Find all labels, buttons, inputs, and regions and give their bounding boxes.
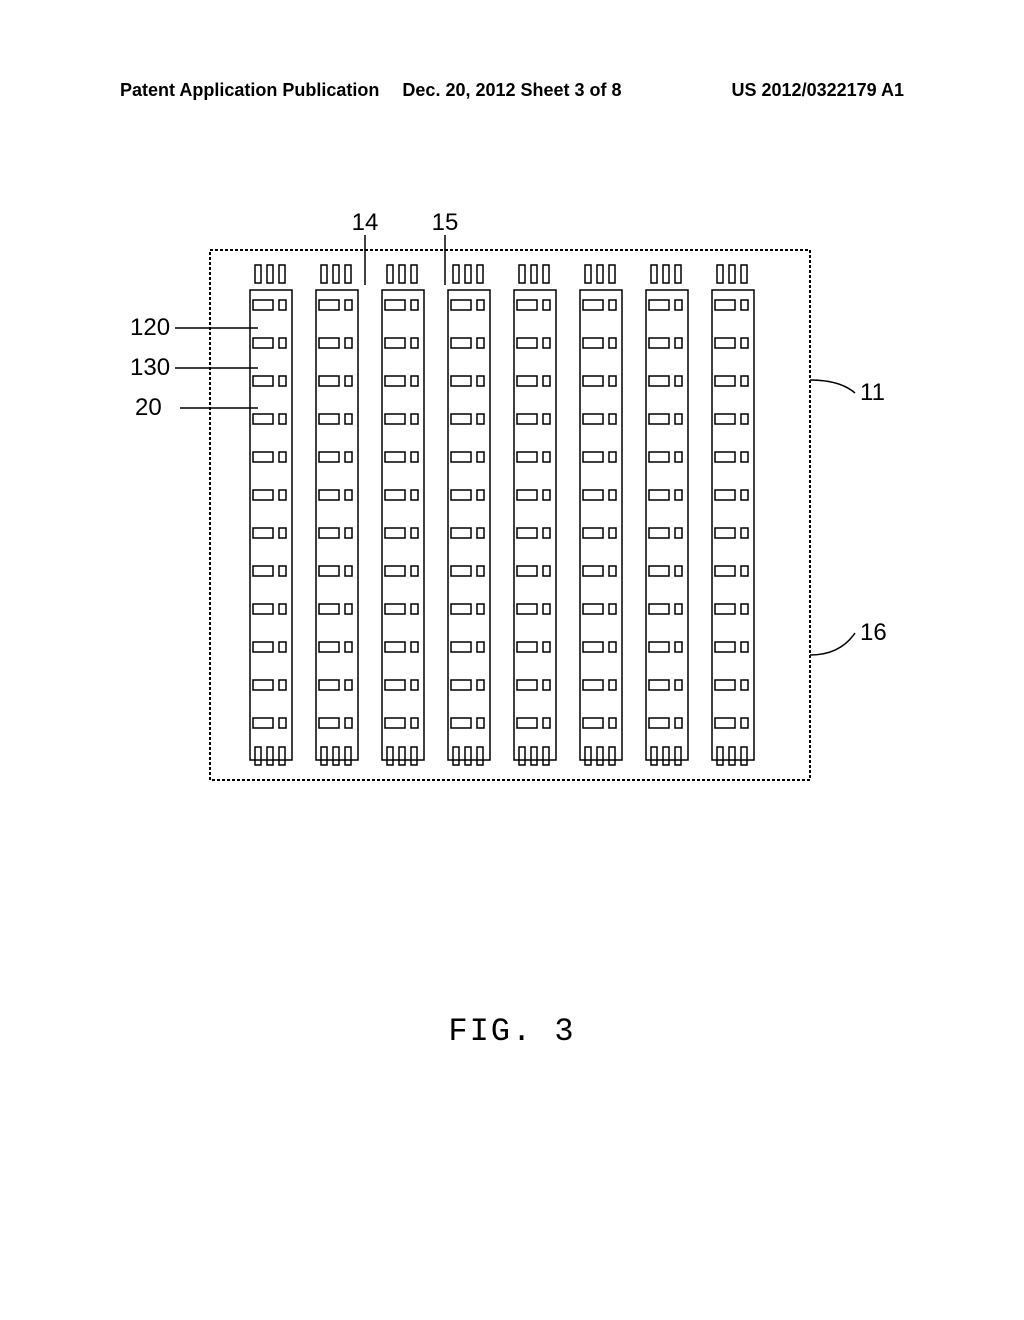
header-publication: Patent Application Publication (120, 80, 381, 101)
svg-text:130: 130 (130, 354, 170, 381)
header-date-sheet: Dec. 20, 2012 Sheet 3 of 8 (381, 80, 642, 101)
technical-diagram: 14 15 120 130 20 11 16 (110, 200, 910, 820)
figure-label: FIG. 3 (0, 1013, 1024, 1050)
svg-text:11: 11 (860, 379, 885, 406)
svg-text:15: 15 (432, 209, 459, 236)
svg-text:14: 14 (352, 209, 379, 236)
svg-text:16: 16 (860, 619, 887, 646)
svg-text:120: 120 (130, 314, 170, 341)
header-patent-number: US 2012/0322179 A1 (643, 80, 904, 101)
svg-text:20: 20 (135, 394, 162, 421)
